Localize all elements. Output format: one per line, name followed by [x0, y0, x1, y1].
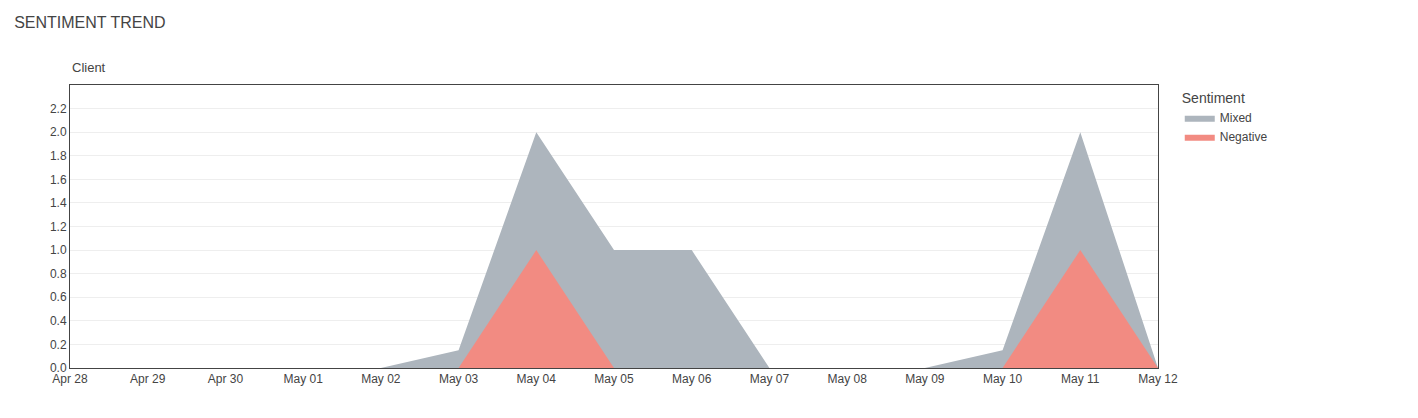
svg-text:0.2: 0.2: [50, 338, 67, 352]
svg-text:Apr 30: Apr 30: [208, 372, 244, 386]
svg-text:May 01: May 01: [283, 372, 323, 386]
svg-text:0.8: 0.8: [50, 267, 67, 281]
svg-text:May 11: May 11: [1061, 372, 1100, 386]
svg-text:1.6: 1.6: [50, 173, 67, 187]
svg-text:May 08: May 08: [827, 372, 867, 386]
svg-text:1.0: 1.0: [50, 243, 67, 257]
svg-text:May 06: May 06: [672, 372, 712, 386]
svg-text:0.4: 0.4: [50, 314, 67, 328]
svg-text:1.4: 1.4: [50, 196, 67, 210]
svg-text:May 05: May 05: [594, 372, 634, 386]
svg-text:1.2: 1.2: [50, 220, 67, 234]
svg-text:0.6: 0.6: [50, 290, 67, 304]
svg-text:Client: Client: [72, 60, 106, 75]
svg-text:Negative: Negative: [1220, 130, 1268, 144]
svg-text:May 04: May 04: [517, 372, 557, 386]
svg-text:SENTIMENT TREND: SENTIMENT TREND: [14, 14, 165, 31]
svg-text:Sentiment: Sentiment: [1182, 90, 1245, 106]
svg-text:2.2: 2.2: [50, 102, 67, 116]
svg-text:May 09: May 09: [905, 372, 945, 386]
svg-text:May 02: May 02: [361, 372, 401, 386]
svg-text:May 10: May 10: [983, 372, 1023, 386]
svg-text:Apr 28: Apr 28: [52, 372, 88, 386]
svg-text:May 12: May 12: [1138, 372, 1178, 386]
svg-text:1.8: 1.8: [50, 149, 67, 163]
svg-text:Mixed: Mixed: [1220, 111, 1252, 125]
svg-text:May 03: May 03: [439, 372, 479, 386]
svg-text:2.0: 2.0: [50, 125, 67, 139]
svg-text:Apr 29: Apr 29: [130, 372, 166, 386]
svg-text:May 07: May 07: [750, 372, 790, 386]
svg-text:0.0: 0.0: [50, 361, 67, 375]
